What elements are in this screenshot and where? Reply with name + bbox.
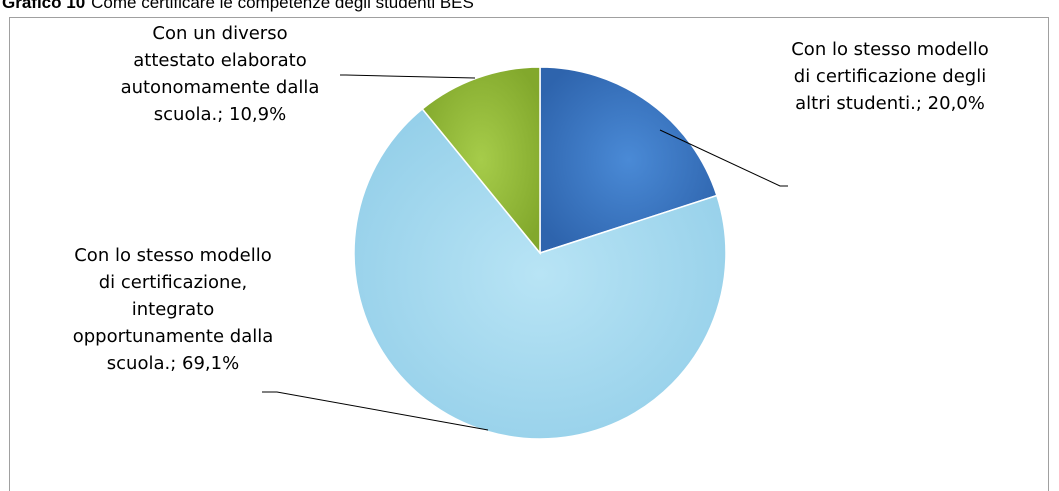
- chart-frame: [9, 17, 1049, 491]
- figure-title: Come certificare le competenze degli stu…: [91, 0, 474, 12]
- leader-line-0: [659, 129, 788, 187]
- slice-label-1: Con lo stesso modello di certificazione,…: [72, 245, 274, 374]
- slice-label-2: Con un diverso attestato elaborato auton…: [120, 23, 320, 125]
- slice-label-0: Con lo stesso modello di certificazione …: [791, 39, 989, 114]
- chart-title: Grafico 10 Come certificare le competenze…: [2, 0, 474, 13]
- pie-slice-0: [539, 66, 718, 255]
- figure-label: Grafico 10: [2, 0, 86, 12]
- leader-lines: [262, 74, 788, 431]
- pie-slices: [353, 66, 727, 440]
- pie-slice-1: [353, 107, 727, 440]
- leader-line-1: [262, 391, 489, 431]
- leader-line-2: [340, 74, 476, 79]
- pie-slice-2: [421, 66, 541, 256]
